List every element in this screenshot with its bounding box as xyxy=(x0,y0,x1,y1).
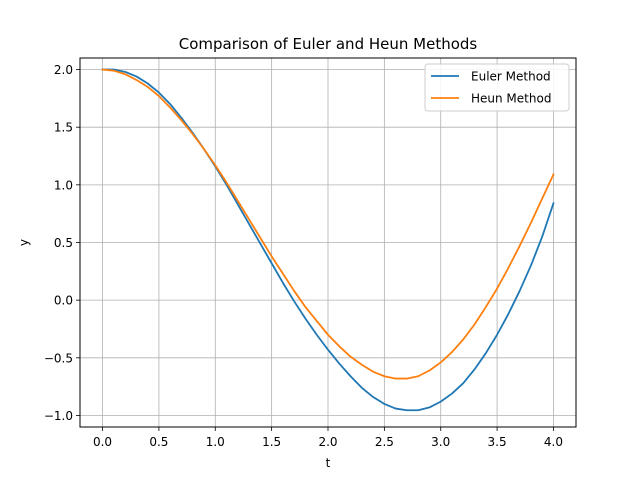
y-axis-ticks: −1.0 −0.5 0.0 0.5 1.0 1.5 2.0 xyxy=(44,63,80,423)
legend-label: Euler Method xyxy=(471,70,551,84)
x-tick-label: 4.0 xyxy=(544,435,563,449)
series-line-heun xyxy=(101,68,555,380)
x-tick-label: 3.0 xyxy=(431,435,450,449)
y-tick-label: −1.0 xyxy=(44,409,73,423)
x-tick-label: 0.0 xyxy=(93,435,112,449)
y-tick-label: −0.5 xyxy=(44,351,73,365)
y-tick-label: 0.5 xyxy=(54,236,73,250)
y-tick-label: 1.0 xyxy=(54,178,73,192)
x-tick-label: 0.5 xyxy=(149,435,168,449)
x-axis-label: t xyxy=(326,456,331,470)
grid xyxy=(80,58,576,427)
y-tick-label: 0.0 xyxy=(54,294,73,308)
y-tick-label: 1.5 xyxy=(54,121,73,135)
x-tick-label: 1.0 xyxy=(206,435,225,449)
x-axis-ticks: 0.0 0.5 1.0 1.5 2.0 2.5 3.0 3.5 4.0 xyxy=(93,427,563,449)
y-axis-label: y xyxy=(17,239,31,246)
x-tick-label: 3.5 xyxy=(488,435,507,449)
y-tick-label: 2.0 xyxy=(54,63,73,77)
chart-title: Comparison of Euler and Heun Methods xyxy=(179,35,478,53)
x-tick-label: 2.0 xyxy=(318,435,337,449)
x-tick-label: 2.5 xyxy=(375,435,394,449)
series-line-euler xyxy=(101,68,555,412)
legend-box xyxy=(424,63,570,112)
x-tick-label: 1.5 xyxy=(262,435,281,449)
legend: Euler Method Heun Method xyxy=(424,63,570,112)
legend-label: Heun Method xyxy=(471,92,551,106)
series-lines xyxy=(101,68,555,412)
